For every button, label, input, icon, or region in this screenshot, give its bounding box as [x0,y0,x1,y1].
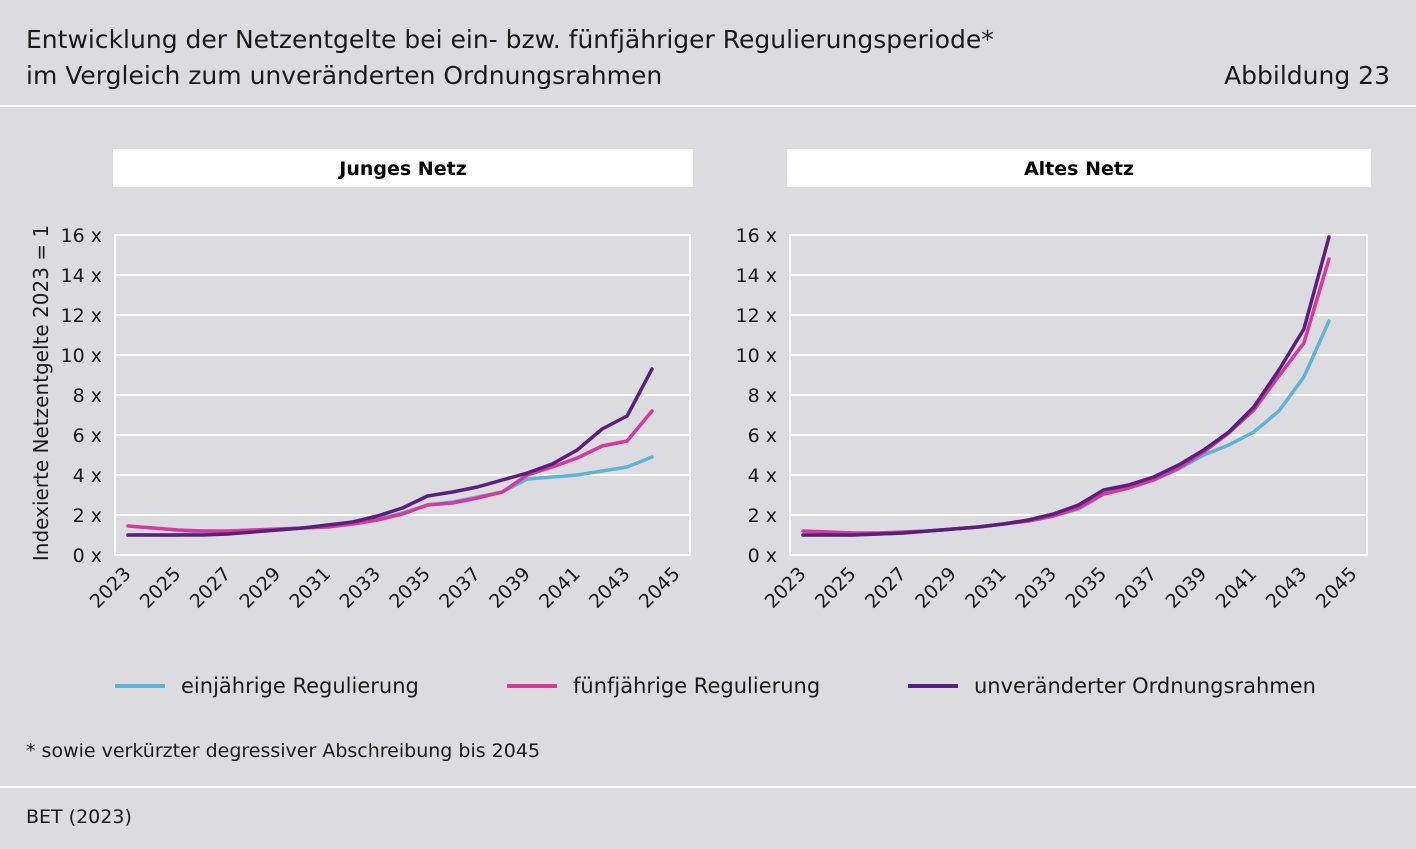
charts-area: Junges Netz 0 x 2 x 4 x 6 x 8 x 10 x 12 x 14 x 16… [29,149,1371,613]
x-tick-label: 2043 [1262,563,1312,613]
y-tick-label: 4 x [73,465,102,487]
panel-title: Junges Netz [337,158,466,180]
y-tick-label: 14 x [736,265,777,287]
chart-title: Entwicklung der Netzentgelte bei ein- bz… [26,22,994,94]
legend-swatch-einjaehrig [115,684,165,688]
y-tick-label: 12 x [736,305,777,327]
legend: einjährige Regulierung fünfjährige Regul… [0,674,1416,704]
y-tick-label: 16 x [61,225,102,247]
x-tick-label: 2043 [585,563,635,613]
x-tick-label: 2041 [535,563,585,613]
source-note: BET (2023) [26,806,132,828]
series-line-einjaehrig [126,455,654,537]
chart-title-line1: Entwicklung der Netzentgelte bei ein- bz… [26,25,994,54]
y-tick-label: 2 x [73,505,102,527]
x-tick-label: 2033 [335,563,385,613]
legend-swatch-fuenfjaehrig [507,684,557,688]
x-tick-label: 2025 [811,563,861,613]
footer-divider [0,786,1416,788]
x-tick-label: 2039 [1162,563,1212,613]
x-tick-label: 2033 [1011,563,1061,613]
header-divider [0,105,1416,107]
legend-item-unveraendert: unveränderter Ordnungsrahmen [908,674,1316,698]
chart-title-line2: im Vergleich zum unveränderten Ordnungsr… [26,61,663,90]
y-tick-label: 0 x [748,545,777,567]
panel-title: Altes Netz [1024,158,1134,180]
y-tick-label: 6 x [73,425,102,447]
x-tick-label: 2023 [761,563,811,613]
x-tick-label: 2031 [961,563,1011,613]
x-tick-label: 2031 [285,563,335,613]
series-line-unveraendert [801,235,1331,537]
legend-item-fuenfjaehrig: fünfjährige Regulierung [507,674,820,698]
x-tick-label: 2035 [1061,563,1111,613]
panel-title-box [113,149,693,187]
x-tick-label: 2039 [485,563,535,613]
y-tick-label: 6 x [748,425,777,447]
legend-swatch-unveraendert [908,684,958,688]
y-tick-label: 16 x [736,225,777,247]
series-line-fuenfjaehrig [126,409,654,533]
x-tick-label: 2029 [236,563,286,613]
y-tick-label: 10 x [61,345,102,367]
y-tick-label: 0 x [73,545,102,567]
x-tick-label: 2027 [186,563,236,613]
x-tick-label: 2027 [861,563,911,613]
panel-title-box [787,149,1371,187]
legend-label-unveraendert: unveränderter Ordnungsrahmen [974,674,1316,698]
x-tick-label: 2037 [435,563,485,613]
chart-panel-0: Junges Netz 0 x 2 x 4 x 6 x 8 x 10 x 12 x 14 x 16… [29,149,693,613]
x-tick-label: 2029 [911,563,961,613]
y-tick-label: 14 x [61,265,102,287]
y-tick-label: 2 x [748,505,777,527]
legend-label-einjaehrig: einjährige Regulierung [181,674,419,698]
figure-label: Abbildung 23 [1224,61,1390,90]
y-tick-label: 12 x [61,305,102,327]
x-tick-label: 2025 [136,563,186,613]
footnote: * sowie verkürzter degressiver Abschreib… [26,740,541,762]
x-tick-label: 2023 [86,563,136,613]
chart-panel-1: Altes Netz 0 x 2 x 4 x 6 x 8 x 10 x 12 x 14 x 16 … [736,149,1371,613]
y-tick-label: 4 x [748,465,777,487]
y-tick-label: 10 x [736,345,777,367]
y-tick-label: 8 x [73,385,102,407]
x-tick-label: 2045 [1312,563,1362,613]
series-line-einjaehrig [801,319,1331,537]
x-tick-label: 2041 [1212,563,1262,613]
y-axis-label: Indexierte Netzentgelte 2023 = 1 [29,225,53,561]
x-tick-label: 2035 [385,563,435,613]
legend-item-einjaehrig: einjährige Regulierung [115,674,419,698]
series-line-unveraendert [126,367,654,537]
x-tick-label: 2045 [635,563,685,613]
y-tick-label: 8 x [748,385,777,407]
legend-label-fuenfjaehrig: fünfjährige Regulierung [573,674,821,698]
x-tick-label: 2037 [1111,563,1161,613]
